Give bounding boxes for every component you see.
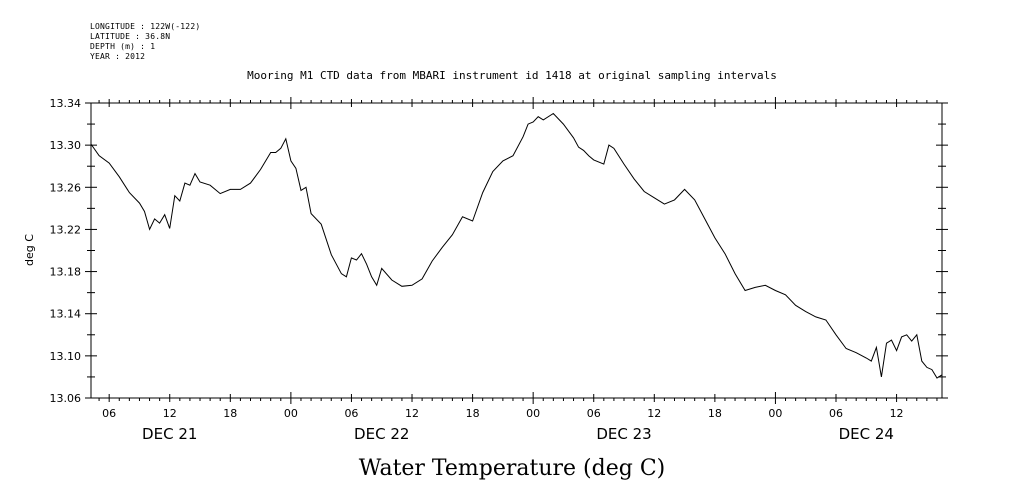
y-tick-label: 13.10 xyxy=(50,350,82,363)
latitude-text: LATITUDE : 36.8N xyxy=(90,32,171,41)
x-tick-label: 18 xyxy=(223,407,237,420)
x-axis: 06 12 18 00 06 12 18 00 06 12 18 00 06 12 DEC 21 DEC 22… xyxy=(98,97,938,443)
x-tick-label: 00 xyxy=(526,407,540,420)
y-tick-label: 13.26 xyxy=(50,181,82,194)
year-text: YEAR : 2012 xyxy=(90,52,146,61)
y-tick-label: 13.34 xyxy=(50,97,82,110)
x-tick-label: 18 xyxy=(466,407,480,420)
depth-text: DEPTH (m) : 1 xyxy=(90,42,156,51)
y-tick-label: 13.22 xyxy=(50,223,82,236)
series-layer xyxy=(90,112,943,379)
temperature-series-line xyxy=(90,112,943,379)
x-day-label: DEC 23 xyxy=(596,425,651,443)
x-tick-label: 06 xyxy=(829,407,843,420)
x-tick-label: 06 xyxy=(102,407,116,420)
x-tick-label: 06 xyxy=(344,407,358,420)
x-day-label: DEC 22 xyxy=(354,425,409,443)
x-axis-label: Water Temperature (deg C) xyxy=(359,456,666,481)
y-tick-label: 13.06 xyxy=(50,392,82,405)
chart-title: Mooring M1 CTD data from MBARI instrumen… xyxy=(247,69,777,82)
x-tick-label: 18 xyxy=(708,407,722,420)
x-tick-label: 12 xyxy=(647,407,661,420)
metadata-block: LONGITUDE : 122W(-122) LATITUDE : 36.8N … xyxy=(90,22,200,62)
x-day-label: DEC 24 xyxy=(839,425,894,443)
plot-frame xyxy=(90,102,943,399)
y-axis: 13.06 13.10 13.14 13.18 13.22 13.26 13.30 13.34 xyxy=(50,97,948,405)
longitude-text: LONGITUDE : 122W(-122) xyxy=(90,22,201,31)
x-tick-label: 12 xyxy=(890,407,904,420)
x-tick-label: 00 xyxy=(768,407,782,420)
y-tick-label: 13.18 xyxy=(50,266,82,279)
y-tick-label: 13.30 xyxy=(50,139,82,152)
x-tick-label: 00 xyxy=(284,407,298,420)
y-tick-label: 13.14 xyxy=(50,308,82,321)
x-day-label: DEC 21 xyxy=(142,425,197,443)
y-axis-label: deg C xyxy=(23,234,36,266)
x-tick-label: 06 xyxy=(587,407,601,420)
x-tick-label: 12 xyxy=(405,407,419,420)
x-tick-label: 12 xyxy=(163,407,177,420)
